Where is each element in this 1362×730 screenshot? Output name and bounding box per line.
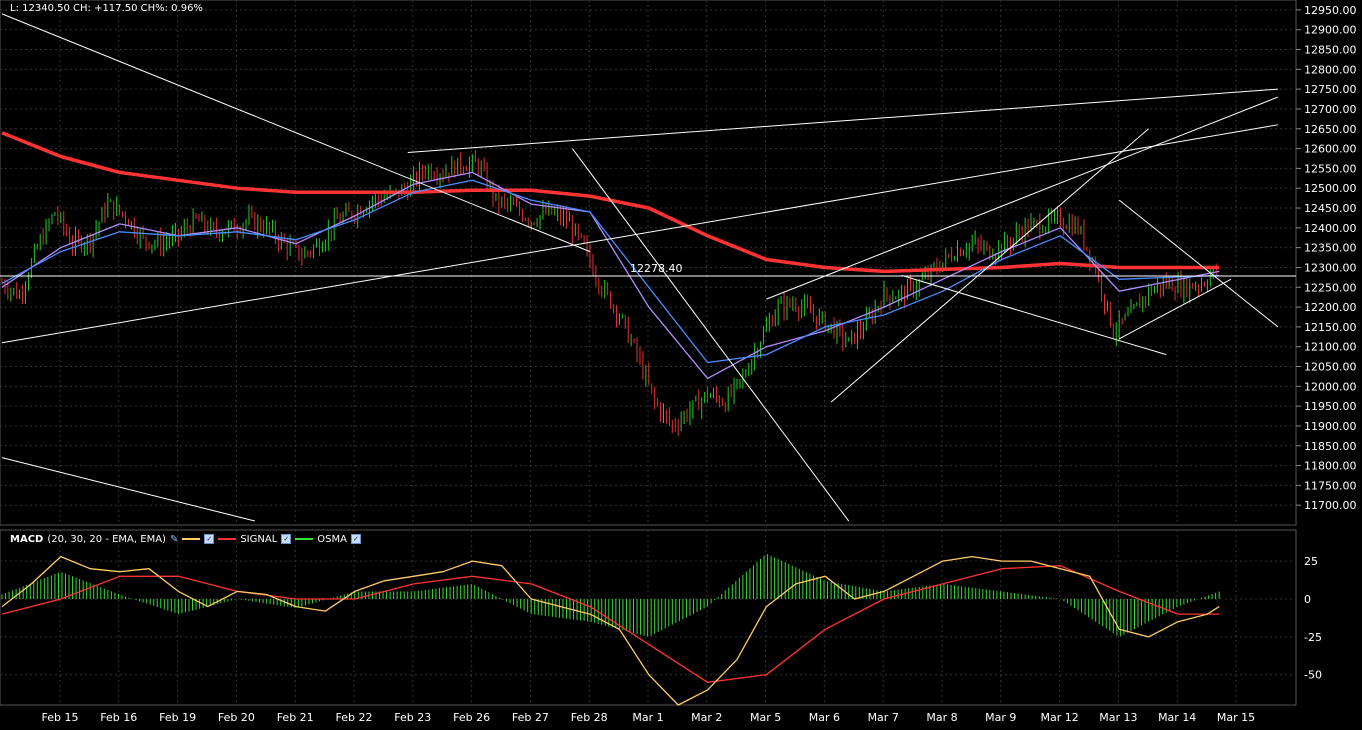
trendline <box>1 124 1279 344</box>
price-tick-label: 12450.00 <box>1304 202 1357 215</box>
trendline <box>1 457 255 522</box>
price-tick-label: 12550.00 <box>1304 162 1357 175</box>
price-panel <box>0 0 1297 526</box>
x-tick-label: Feb 28 <box>571 711 608 724</box>
macd-line <box>1 555 1220 706</box>
price-tick-label: 12500.00 <box>1304 182 1357 195</box>
price-tick-label: 12350.00 <box>1304 242 1357 255</box>
price-line-label: 12278.40 <box>630 262 683 275</box>
price-tick-label: 12750.00 <box>1304 83 1357 96</box>
x-tick-label: Mar 9 <box>985 711 1016 724</box>
trendline <box>901 274 1167 356</box>
trendline <box>766 96 1279 300</box>
trendline <box>1118 278 1232 340</box>
price-tick-label: 11700.00 <box>1304 499 1357 512</box>
x-tick-label: Feb 19 <box>159 711 196 724</box>
price-tick-label: 12950.00 <box>1304 4 1357 17</box>
x-tick-label: Feb 27 <box>512 711 549 724</box>
x-tick-label: Feb 26 <box>453 711 490 724</box>
x-tick-label: Mar 1 <box>632 711 663 724</box>
macd-legend: MACD (20, 30, 20 - EMA, EMA) ✎ ✓ SIGNAL … <box>0 532 410 546</box>
price-tick-label: 12600.00 <box>1304 143 1357 156</box>
x-tick-label: Mar 12 <box>1040 711 1078 724</box>
price-tick-label: 12400.00 <box>1304 222 1357 235</box>
price-tick-label: 12250.00 <box>1304 281 1357 294</box>
slow-ma-line <box>1 131 1220 274</box>
macd-swatch <box>182 538 201 540</box>
x-tick-label: Mar 7 <box>868 711 899 724</box>
x-tick-label: Feb 20 <box>218 711 255 724</box>
macd-toggle-checkbox[interactable]: ✓ <box>204 534 215 544</box>
trendline <box>1118 199 1279 328</box>
price-tick-label: 11750.00 <box>1304 479 1357 492</box>
price-tick-label: 12300.00 <box>1304 261 1357 274</box>
macd-tick-label: 0 <box>1304 593 1311 606</box>
price-tick-label: 11800.00 <box>1304 460 1357 473</box>
price-info-header: L: 12340.50 CH: +117.50 CH%: 0.96% <box>10 3 203 14</box>
price-tick-label: 11900.00 <box>1304 420 1357 433</box>
trendline <box>1 13 591 253</box>
trendline <box>571 148 850 522</box>
x-tick-label: Feb 23 <box>394 711 431 724</box>
price-tick-label: 11950.00 <box>1304 400 1357 413</box>
x-tick-label: Mar 2 <box>691 711 722 724</box>
x-tick-label: Mar 14 <box>1158 711 1196 724</box>
price-tick-label: 12900.00 <box>1304 24 1357 37</box>
macd-title: MACD <box>10 533 44 545</box>
signal-swatch <box>218 538 237 540</box>
x-tick-label: Mar 8 <box>926 711 957 724</box>
x-tick-label: Feb 21 <box>277 711 314 724</box>
price-tick-label: 12050.00 <box>1304 361 1357 374</box>
macd-tick-label: -25 <box>1304 631 1322 644</box>
price-tick-label: 12650.00 <box>1304 123 1357 136</box>
x-tick-label: Mar 6 <box>809 711 840 724</box>
signal-toggle-checkbox[interactable]: ✓ <box>281 534 292 544</box>
blue-ma-line <box>1 179 1220 364</box>
price-tick-label: 12200.00 <box>1304 301 1357 314</box>
signal-line <box>1 565 1220 683</box>
x-tick-label: Mar 5 <box>750 711 781 724</box>
x-tick-label: Feb 16 <box>100 711 137 724</box>
x-tick-label: Feb 15 <box>42 711 79 724</box>
macd-params: (20, 30, 20 - EMA, EMA) <box>47 533 166 545</box>
price-tick-label: 12100.00 <box>1304 341 1357 354</box>
x-tick-label: Feb 22 <box>336 711 373 724</box>
osma-swatch <box>295 538 314 540</box>
macd-tick-label: -50 <box>1304 669 1322 682</box>
signal-label: SIGNAL <box>240 533 278 545</box>
settings-icon[interactable]: ✎ <box>169 533 179 545</box>
price-tick-label: 12000.00 <box>1304 380 1357 393</box>
trendline <box>407 88 1278 154</box>
osma-toggle-checkbox[interactable]: ✓ <box>350 534 361 544</box>
price-tick-label: 11850.00 <box>1304 440 1357 453</box>
macd-tick-label: 25 <box>1304 555 1318 568</box>
price-tick-label: 12150.00 <box>1304 321 1357 334</box>
price-tick-label: 12700.00 <box>1304 103 1357 116</box>
osma-label: OSMA <box>317 533 347 545</box>
x-tick-label: Mar 13 <box>1099 711 1137 724</box>
price-tick-label: 12850.00 <box>1304 44 1357 57</box>
price-tick-label: 12800.00 <box>1304 63 1357 76</box>
trendline <box>830 128 1149 403</box>
x-tick-label: Mar 15 <box>1217 711 1255 724</box>
